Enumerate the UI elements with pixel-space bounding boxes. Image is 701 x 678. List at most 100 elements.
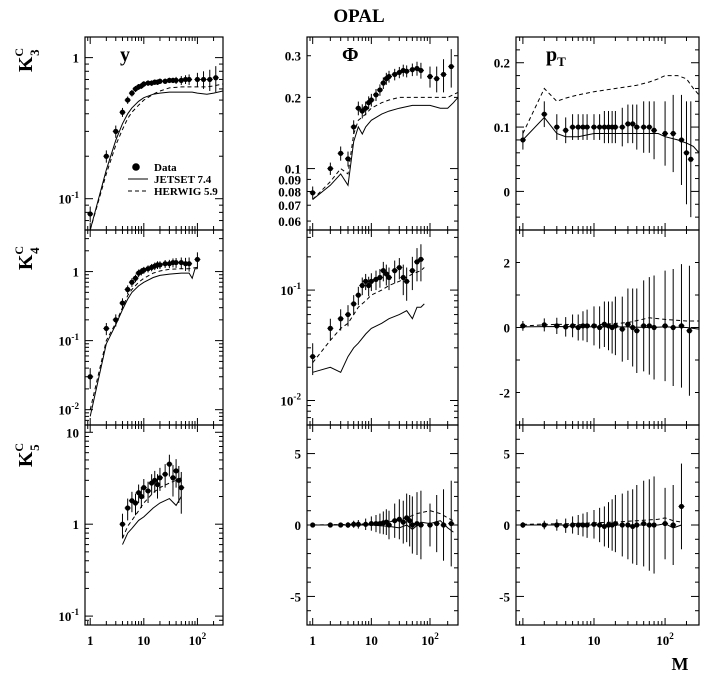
y-tick-label: 0.06 (278, 214, 301, 229)
data-point (359, 282, 365, 289)
x-tick-label: 1 (87, 633, 94, 648)
panel-K3-pT: 0.2 0.1 0 pT (494, 36, 700, 231)
y-tick-label: 10 (66, 425, 79, 440)
data-point (418, 256, 424, 262)
panel-K5-y: 10 1 10-1 1 10 102 (58, 424, 224, 648)
data-point (377, 274, 383, 281)
data-point (194, 76, 201, 83)
x-tick-label: 10 (137, 633, 150, 648)
data-point (327, 325, 333, 331)
column-label: pT (546, 44, 566, 69)
legend-label: Data (154, 162, 177, 174)
data-point (310, 353, 316, 360)
y-tick-label: -2 (499, 386, 510, 401)
x-tick-label: 10 (587, 633, 600, 648)
data-point (541, 111, 547, 117)
panel-K4-Phi: 10-1 10-2 (280, 229, 459, 426)
y-tick-label: 2 (504, 256, 511, 271)
y-tick-label: 0.07 (278, 198, 301, 213)
data-point (641, 124, 647, 130)
data-point (157, 475, 163, 481)
data-point (380, 268, 386, 274)
series-line-jetset-7-4 (522, 523, 682, 529)
data-point (138, 493, 144, 500)
y-tick-label: 0 (504, 321, 511, 336)
data-point (173, 77, 179, 83)
data-point (207, 76, 213, 83)
panel-frame (84, 36, 224, 231)
y-tick-label: 10-2 (280, 392, 301, 409)
data-point (591, 124, 597, 130)
data-point (355, 105, 361, 111)
data-point (625, 321, 631, 327)
data-point (351, 124, 357, 130)
data-point (166, 461, 172, 467)
data-point (366, 282, 372, 289)
series-line-herwig-5-9 (522, 517, 682, 525)
data-point (520, 522, 526, 528)
panel-frame (84, 424, 224, 626)
data-point (125, 97, 131, 103)
series-line-jetset-7-4 (89, 268, 198, 417)
data-point (173, 468, 179, 474)
data-point (591, 323, 597, 329)
panel-K3-y: 1 10-1 y (58, 36, 224, 231)
column-label: y (120, 44, 130, 66)
data-point (373, 276, 379, 282)
data-point (176, 477, 182, 483)
legend-item: Data (132, 162, 177, 174)
data-point (194, 256, 201, 263)
data-point (113, 128, 119, 134)
panel-K4-pT: 2 0 -2 (499, 229, 700, 426)
series-line-herwig-5-9 (522, 317, 699, 327)
data-point (145, 80, 151, 86)
data-point (605, 124, 612, 130)
data-point (597, 324, 603, 331)
data-point (662, 323, 668, 329)
panel-grid: 110-1y 0.30.20.10.090.080.070.06Φ 0.20.10p… (12, 36, 700, 648)
data-point (407, 518, 413, 524)
data-point (448, 520, 454, 527)
y-tick-label: 1 (73, 265, 80, 280)
y-tick-label: 0.08 (278, 185, 301, 200)
series-line-jetset-7-4 (89, 90, 223, 230)
data-area (519, 75, 699, 218)
data-area (519, 463, 685, 574)
data-point (170, 475, 176, 481)
data-point (125, 286, 131, 293)
series-line-jetset-7-4 (522, 325, 699, 330)
panel-K4-y: 1 10-1 10-2 (58, 229, 224, 426)
y-tick-label: 1 (73, 517, 80, 532)
x-axis-label: M (672, 654, 689, 674)
legend-marker (132, 163, 140, 171)
data-point (368, 97, 374, 103)
series-line-herwig-5-9 (312, 91, 458, 200)
data-point (400, 519, 406, 525)
legend-label: JETSET 7.4 (154, 174, 212, 186)
figure-title: OPAL (333, 6, 384, 27)
data-point (448, 63, 454, 70)
y-tick-label: 1 (73, 51, 80, 66)
data-point (625, 121, 631, 127)
data-point (678, 503, 685, 510)
y-tick-label: 10-1 (58, 332, 79, 349)
data-point (355, 292, 361, 298)
data-point (619, 326, 625, 332)
y-tick-label: 10-1 (58, 190, 79, 207)
data-point (310, 522, 316, 528)
data-point (434, 76, 440, 82)
data-point (386, 274, 392, 281)
y-tick-label: 0 (504, 184, 511, 199)
data-point (651, 127, 657, 133)
data-point (380, 80, 386, 86)
data-point (327, 165, 333, 172)
data-point (440, 522, 447, 528)
data-point (103, 153, 109, 159)
x-tick-label: 1 (309, 633, 316, 648)
data-point (427, 73, 433, 80)
data-point (377, 87, 383, 93)
y-tick-label: 0.1 (285, 162, 301, 177)
data-area (87, 252, 201, 417)
data-point (145, 488, 151, 494)
